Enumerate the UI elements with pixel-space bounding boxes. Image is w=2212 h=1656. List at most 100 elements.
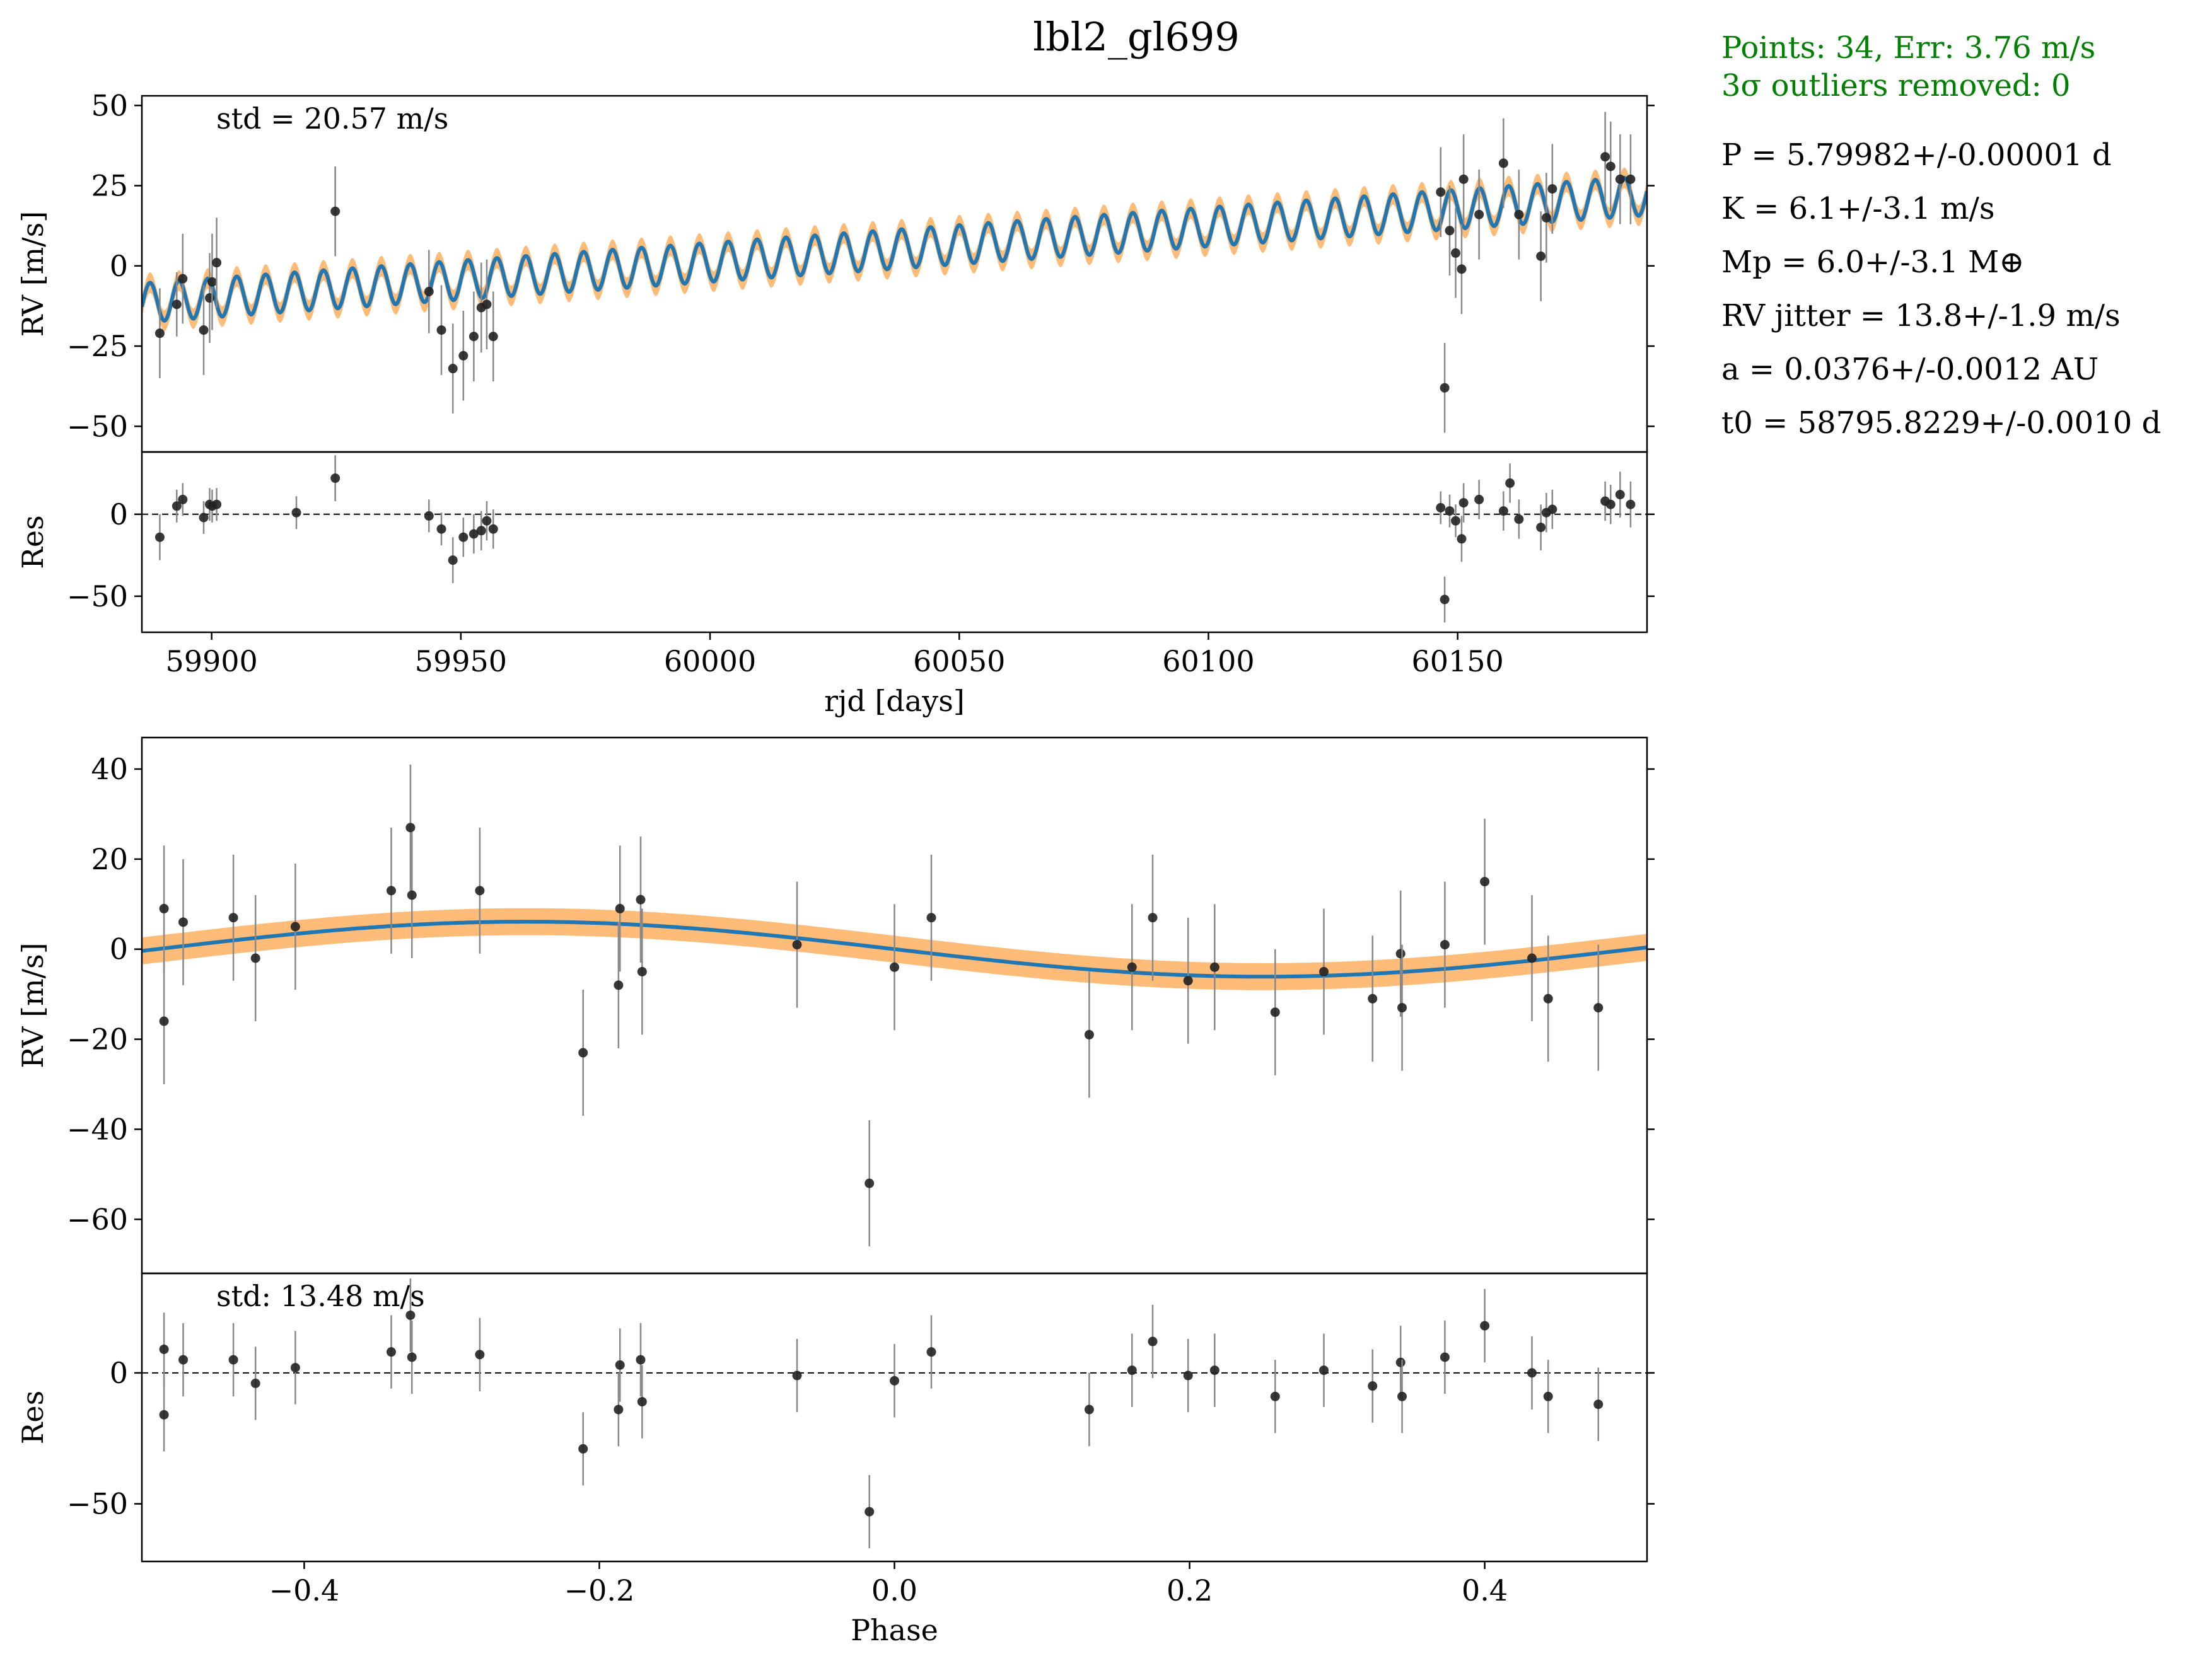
- plot-region: [142, 764, 1647, 1247]
- std-annotation: std = 20.57 m/s: [216, 101, 448, 136]
- data-point: [482, 259, 492, 350]
- point-marker: [1514, 514, 1524, 524]
- point-marker: [614, 1404, 624, 1415]
- point-marker: [615, 903, 625, 913]
- x-tick-label: 60100: [1162, 644, 1254, 678]
- data-point: [178, 1323, 189, 1397]
- point-marker: [1474, 209, 1484, 219]
- point-marker: [448, 555, 458, 565]
- data-point: [1505, 463, 1515, 503]
- plot-region: [142, 1278, 1647, 1549]
- point-marker: [1547, 504, 1557, 514]
- data-point: [290, 1331, 300, 1404]
- y-axis-label: Res: [16, 1391, 50, 1444]
- point-marker: [614, 980, 624, 990]
- point-marker: [578, 1444, 588, 1454]
- data-point: [792, 881, 802, 1008]
- plot-region: [142, 455, 1647, 623]
- data-point: [407, 1320, 417, 1394]
- param-semi-amplitude: K = 6.1+/-3.1 m/s: [1721, 191, 1995, 226]
- data-point: [1480, 818, 1490, 945]
- point-marker: [178, 494, 188, 504]
- point-marker: [1395, 949, 1406, 959]
- data-point: [482, 501, 492, 541]
- y-tick-label: −50: [67, 579, 128, 613]
- data-point: [159, 1312, 169, 1386]
- data-point: [1527, 1336, 1537, 1410]
- y-tick-label: 25: [91, 169, 128, 203]
- data-point: [469, 291, 479, 382]
- point-marker: [926, 1347, 936, 1357]
- data-point: [1605, 121, 1615, 212]
- point-marker: [1514, 209, 1524, 219]
- point-marker: [476, 526, 486, 536]
- data-point: [159, 958, 169, 1084]
- point-marker: [159, 1344, 169, 1354]
- data-point: [290, 864, 300, 990]
- data-point: [1440, 342, 1450, 433]
- data-point: [1450, 208, 1460, 298]
- data-point: [1626, 134, 1636, 224]
- data-point: [207, 233, 217, 330]
- points-summary: Points: 34, Err: 3.76 m/s: [1721, 30, 2096, 66]
- y-axis-label: Res: [16, 515, 50, 569]
- point-marker: [792, 940, 802, 950]
- data-point: [488, 291, 498, 382]
- data-point: [1536, 211, 1546, 301]
- data-point: [864, 1120, 875, 1247]
- point-marker: [172, 299, 182, 310]
- data-point: [1127, 904, 1137, 1031]
- data-point: [1600, 112, 1610, 202]
- point-marker: [172, 501, 182, 511]
- data-point: [1474, 480, 1484, 519]
- y-tick-label: −60: [67, 1202, 128, 1236]
- data-point: [1148, 1304, 1158, 1379]
- data-point: [615, 1328, 625, 1402]
- point-marker: [1436, 187, 1446, 197]
- data-point: [1148, 854, 1158, 981]
- point-marker: [1543, 993, 1553, 1004]
- point-marker: [1458, 174, 1469, 184]
- data-point: [1183, 917, 1193, 1044]
- point-marker: [890, 962, 899, 972]
- point-marker: [1536, 523, 1546, 533]
- data-point: [636, 837, 646, 963]
- data-point: [154, 514, 165, 560]
- data-point: [1514, 170, 1524, 260]
- point-marker: [159, 903, 169, 913]
- data-point: [614, 922, 624, 1048]
- point-marker: [488, 524, 498, 534]
- data-point: [458, 518, 469, 557]
- point-marker: [1615, 490, 1625, 500]
- point-marker: [1480, 877, 1490, 887]
- data-point: [890, 1344, 899, 1418]
- point-marker: [1440, 383, 1450, 393]
- data-point: [1395, 1326, 1406, 1399]
- point-marker: [1270, 1391, 1280, 1401]
- point-marker: [1600, 152, 1610, 162]
- data-point: [386, 827, 396, 954]
- point-marker: [154, 532, 165, 542]
- panel-time-residuals: 0 −50 59900 59950 60000 60050 60100 60150 Res rjd…: [16, 451, 1655, 718]
- point-marker: [1270, 1007, 1280, 1017]
- data-point: [1593, 1367, 1604, 1441]
- data-point: [1615, 134, 1625, 224]
- data-point: [1084, 1372, 1094, 1447]
- data-point: [172, 272, 182, 337]
- std-annotation: std: 13.48 m/s: [216, 1279, 425, 1313]
- point-marker: [290, 1363, 300, 1373]
- point-marker: [1543, 1391, 1553, 1401]
- data-point: [1498, 118, 1508, 209]
- y-tick-label: −40: [67, 1112, 128, 1146]
- point-marker: [1498, 506, 1508, 516]
- point-marker: [424, 511, 434, 521]
- data-point: [1615, 472, 1625, 518]
- point-marker: [159, 1410, 169, 1420]
- data-point: [154, 288, 165, 378]
- point-marker: [290, 922, 300, 932]
- data-point: [476, 511, 486, 550]
- point-marker: [1547, 184, 1557, 194]
- data-point: [1543, 935, 1553, 1062]
- x-tick-label: 60000: [664, 644, 756, 678]
- outliers-summary: 3σ outliers removed: 0: [1721, 68, 2071, 103]
